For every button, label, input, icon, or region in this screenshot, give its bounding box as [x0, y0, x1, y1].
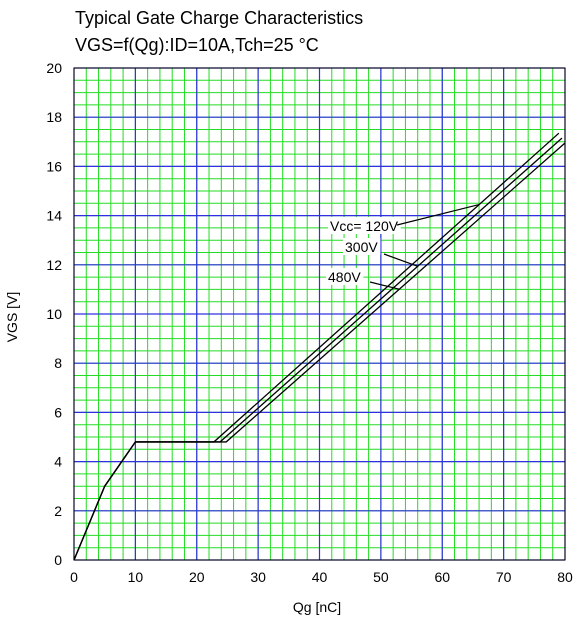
- annotation-background: [328, 217, 401, 234]
- annotation-leader: [369, 281, 400, 290]
- x-tick-label: 60: [434, 569, 450, 585]
- series-line-0: [73, 132, 560, 561]
- y-tick-label: 14: [46, 208, 62, 224]
- annotation-label: 480V: [328, 269, 361, 285]
- chart-subtitle: VGS=f(Qg):ID=10A,Tch=25 °C: [75, 35, 319, 55]
- x-tick-label: 80: [557, 569, 573, 585]
- x-tick-label: 10: [128, 569, 144, 585]
- y-tick-label: 6: [54, 404, 62, 420]
- x-tick-label: 70: [496, 569, 512, 585]
- y-tick-labels: 0 2 4 6 8 10 12 14 16 18 20: [46, 60, 62, 568]
- chart-title: Typical Gate Charge Characteristics: [75, 8, 363, 28]
- y-tick-label: 8: [54, 355, 62, 371]
- x-tick-label: 30: [250, 569, 266, 585]
- x-tick-label: 0: [70, 569, 78, 585]
- y-tick-label: 18: [46, 109, 62, 125]
- annotation-label: Vcc= 120V: [330, 218, 399, 234]
- x-tick-label: 20: [189, 569, 205, 585]
- y-tick-label: 10: [46, 306, 62, 322]
- annotation-background: [326, 268, 364, 285]
- annotations: Vcc= 120V 300V 480V: [326, 204, 480, 290]
- annotation-background: [343, 238, 381, 255]
- annotation-leader: [396, 204, 480, 226]
- annotation-label: 300V: [345, 239, 378, 255]
- series-line-2: [73, 142, 566, 561]
- y-tick-label: 20: [46, 60, 62, 76]
- y-axis-label: VGS [V]: [4, 292, 20, 343]
- y-tick-label: 4: [54, 454, 62, 470]
- y-tick-label: 0: [54, 552, 62, 568]
- plot-frame: [73, 67, 566, 561]
- x-tick-label: 40: [312, 569, 328, 585]
- x-tick-label: 50: [373, 569, 389, 585]
- x-tick-labels: 0 10 20 30 40 50 60 70 80: [70, 569, 573, 585]
- y-tick-label: 12: [46, 257, 62, 273]
- annotation-leader: [383, 253, 418, 267]
- y-tick-label: 16: [46, 158, 62, 174]
- y-tick-label: 2: [54, 503, 62, 519]
- series-group: [73, 132, 566, 561]
- x-axis-label: Qg [nC]: [293, 599, 341, 615]
